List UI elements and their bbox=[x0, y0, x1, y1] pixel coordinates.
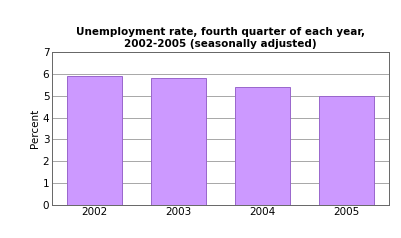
Bar bbox=[151, 79, 206, 205]
Bar bbox=[320, 96, 374, 205]
Y-axis label: Percent: Percent bbox=[30, 109, 40, 148]
Bar bbox=[235, 87, 290, 205]
Title: Unemployment rate, fourth quarter of each year,
2002-2005 (seasonally adjusted): Unemployment rate, fourth quarter of eac… bbox=[76, 27, 365, 49]
Bar bbox=[67, 76, 122, 205]
